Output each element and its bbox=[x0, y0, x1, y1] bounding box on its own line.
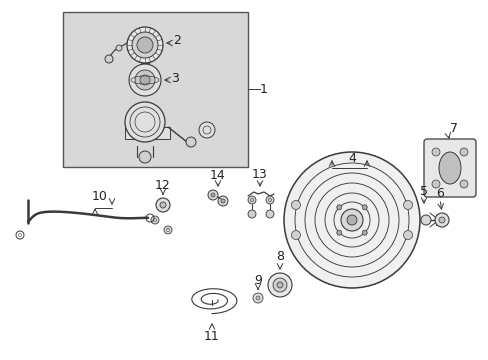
Circle shape bbox=[434, 213, 448, 227]
Text: 5: 5 bbox=[419, 185, 427, 198]
Text: 4: 4 bbox=[347, 152, 355, 165]
Text: 2: 2 bbox=[173, 33, 181, 46]
Bar bbox=[141, 63, 149, 71]
Circle shape bbox=[438, 217, 444, 223]
Circle shape bbox=[105, 55, 113, 63]
Text: 1: 1 bbox=[260, 82, 267, 95]
Text: 10: 10 bbox=[92, 189, 108, 202]
Circle shape bbox=[346, 215, 356, 225]
Circle shape bbox=[156, 198, 170, 212]
Circle shape bbox=[362, 230, 366, 235]
Circle shape bbox=[291, 201, 300, 210]
Circle shape bbox=[125, 102, 164, 142]
Bar bbox=[125, 127, 170, 139]
Circle shape bbox=[135, 70, 155, 90]
Circle shape bbox=[256, 296, 260, 300]
Circle shape bbox=[265, 210, 273, 218]
Circle shape bbox=[340, 209, 362, 231]
Circle shape bbox=[284, 152, 419, 288]
Ellipse shape bbox=[438, 152, 460, 184]
Circle shape bbox=[403, 201, 412, 210]
Circle shape bbox=[199, 122, 215, 138]
Circle shape bbox=[185, 137, 196, 147]
Circle shape bbox=[267, 273, 291, 297]
Circle shape bbox=[210, 193, 215, 197]
Circle shape bbox=[265, 196, 273, 204]
Circle shape bbox=[336, 205, 341, 210]
FancyBboxPatch shape bbox=[423, 139, 475, 197]
Text: 7: 7 bbox=[449, 122, 457, 135]
Circle shape bbox=[127, 27, 163, 63]
Circle shape bbox=[276, 282, 283, 288]
Circle shape bbox=[420, 215, 430, 225]
Circle shape bbox=[459, 148, 467, 156]
Circle shape bbox=[362, 205, 366, 210]
Circle shape bbox=[137, 37, 153, 53]
Circle shape bbox=[218, 196, 227, 206]
Circle shape bbox=[207, 190, 218, 200]
Text: 3: 3 bbox=[171, 72, 179, 85]
Text: 12: 12 bbox=[155, 179, 170, 192]
Circle shape bbox=[116, 45, 122, 51]
Circle shape bbox=[132, 32, 158, 58]
Circle shape bbox=[221, 199, 224, 203]
Text: 11: 11 bbox=[203, 329, 220, 342]
Circle shape bbox=[139, 151, 151, 163]
Circle shape bbox=[252, 293, 263, 303]
Bar bbox=[63, 12, 247, 167]
Circle shape bbox=[140, 75, 150, 85]
Circle shape bbox=[129, 64, 161, 96]
Circle shape bbox=[272, 278, 286, 292]
Circle shape bbox=[336, 230, 341, 235]
Circle shape bbox=[291, 230, 300, 239]
Circle shape bbox=[403, 230, 412, 239]
Text: 14: 14 bbox=[210, 168, 225, 181]
Circle shape bbox=[459, 180, 467, 188]
Circle shape bbox=[160, 202, 165, 208]
Circle shape bbox=[247, 196, 256, 204]
Circle shape bbox=[163, 226, 172, 234]
Circle shape bbox=[247, 210, 256, 218]
Text: 8: 8 bbox=[275, 251, 284, 264]
Text: 6: 6 bbox=[435, 186, 443, 199]
Circle shape bbox=[431, 148, 439, 156]
Circle shape bbox=[151, 216, 159, 224]
Text: 9: 9 bbox=[254, 274, 262, 287]
Text: 13: 13 bbox=[252, 167, 267, 180]
Circle shape bbox=[431, 180, 439, 188]
